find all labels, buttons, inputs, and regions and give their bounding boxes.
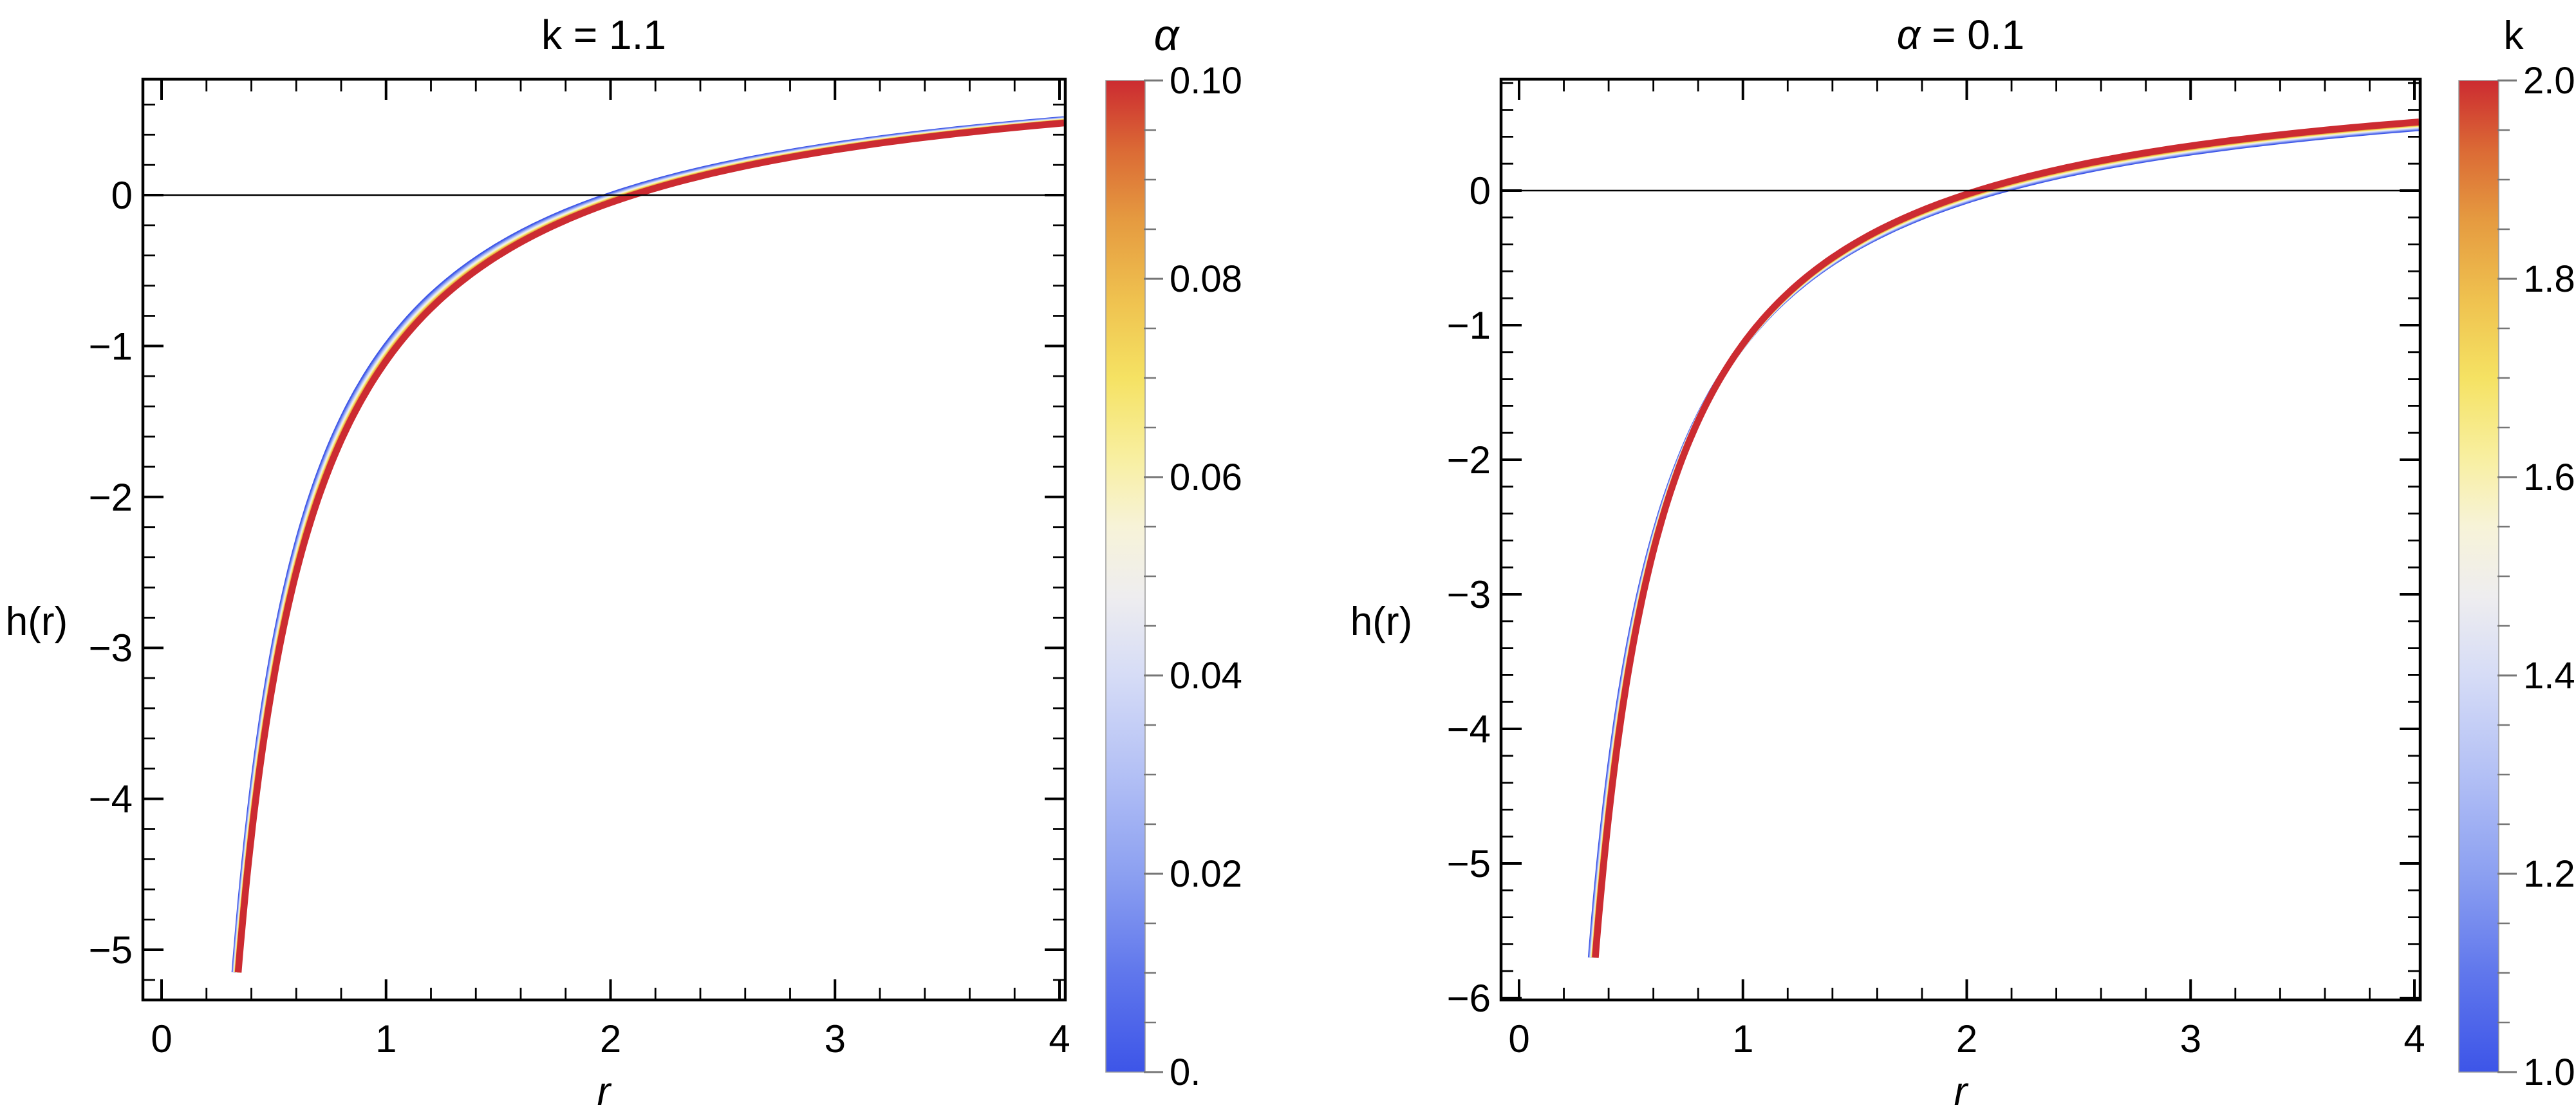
x-tick-labels: 0 1 2 3 4 xyxy=(1508,1017,2425,1060)
y-tick-label: −1 xyxy=(89,325,133,368)
x-tick-label: 0 xyxy=(1508,1017,1529,1060)
curve-α-0.10 xyxy=(234,119,1065,973)
x-tick-label: 4 xyxy=(1049,1017,1070,1060)
curve-k-1.60 xyxy=(1591,120,2420,958)
curve-k-1.90 xyxy=(1592,119,2420,958)
x-tick-label: 1 xyxy=(375,1017,397,1060)
x-tick-label: 3 xyxy=(825,1017,846,1060)
curve-α-0.01 xyxy=(232,117,1065,973)
colorbar-tick-label: 1.8 xyxy=(2523,258,2575,300)
curve-k-1.40 xyxy=(1590,122,2420,958)
colorbar-tick-label: 0.04 xyxy=(1170,655,1242,697)
x-tick-label: 0 xyxy=(151,1017,172,1060)
colorbar-ticks xyxy=(2497,79,2517,1073)
y-tick-label: −3 xyxy=(1447,573,1491,616)
plot-title: k = 1.1 xyxy=(541,12,666,58)
colorbar-right: 2.0 1.8 1.6 1.4 1.2 1.0 k xyxy=(2458,14,2575,1093)
curve-α-0.04 xyxy=(233,118,1065,973)
y-tick-label: −1 xyxy=(1447,304,1491,347)
y-tick-label: −4 xyxy=(1447,708,1491,751)
colorbar-tick-label: 1.2 xyxy=(2523,853,2575,895)
colorbar-tick-label: 0. xyxy=(1170,1051,1200,1093)
curve-α-0.09 xyxy=(234,119,1065,973)
x-axis-label: r xyxy=(1954,1070,1969,1112)
y-tick-label: −2 xyxy=(1447,438,1491,482)
y-tick-label: −6 xyxy=(1447,977,1491,1020)
plot-frame xyxy=(1499,77,2422,1002)
y-axis-label: h(r) xyxy=(6,599,68,644)
curve-k-1.80 xyxy=(1591,120,2420,958)
y-tick-labels: 0 −1 −2 −3 −4 −5 −6 xyxy=(1447,169,1491,1020)
y-tick-label: −5 xyxy=(89,928,133,972)
colorbar-tick-label: 0.08 xyxy=(1170,258,1242,300)
curve-α-0.06 xyxy=(234,118,1065,973)
plot-title: α = 0.1 xyxy=(1897,12,2024,58)
colorbar-tick-label: 1.0 xyxy=(2523,1051,2575,1093)
y-tick-label: −5 xyxy=(1447,842,1491,885)
curve-α-0.08 xyxy=(234,119,1065,973)
x-tick-label: 2 xyxy=(1956,1017,1977,1060)
curve-family-k xyxy=(1587,118,2420,958)
colorbar-tick-label: 2.0 xyxy=(2523,60,2575,102)
colorbar-tick-label: 0.06 xyxy=(1170,457,1242,498)
x-tick-label: 3 xyxy=(2180,1017,2201,1060)
colorbar-left: 0.10 0.08 0.06 0.04 0.02 0. α xyxy=(1105,11,1242,1093)
x-tick-label: 2 xyxy=(600,1017,621,1060)
curve-k-1.30 xyxy=(1589,122,2420,958)
colorbar-gradient xyxy=(2458,80,2499,1073)
colorbar-gradient xyxy=(1105,80,1146,1073)
curve-family-alpha xyxy=(231,116,1065,973)
x-tick-labels: 0 1 2 3 4 xyxy=(151,1017,1070,1060)
y-tick-label: −3 xyxy=(89,627,133,670)
curve-α-0.03 xyxy=(232,117,1065,973)
plot-frame xyxy=(141,77,1067,1002)
x-tick-label: 1 xyxy=(1732,1017,1753,1060)
curve-k-1.10 xyxy=(1588,124,2420,958)
y-tick-labels: 0 −1 −2 −3 −4 −5 xyxy=(89,174,133,972)
frame-ticks xyxy=(143,79,1065,1000)
colorbar-tick-label: 0.02 xyxy=(1170,853,1242,895)
colorbar-tick-label: 1.4 xyxy=(2523,655,2575,697)
curve-α-0.07 xyxy=(234,118,1065,973)
curve-α-0.05 xyxy=(233,118,1065,973)
curve-k-1.50 xyxy=(1590,121,2420,958)
curve-α-0.02 xyxy=(232,117,1065,973)
curve-k-1.70 xyxy=(1591,120,2420,958)
y-tick-label: −2 xyxy=(89,476,133,519)
colorbar-tick-label: 0.10 xyxy=(1170,60,1242,102)
y-tick-label: 0 xyxy=(1470,169,1491,212)
curve-k-1.20 xyxy=(1589,123,2420,958)
x-axis-label: r xyxy=(597,1070,612,1112)
colorbar-ticks xyxy=(1144,79,1163,1073)
colorbar-title: k xyxy=(2504,14,2525,58)
plot-left: 0 1 2 3 4 0 −1 −2 −3 −4 −5 k = 1.1 r h(r) xyxy=(6,12,1070,1112)
y-tick-label: −4 xyxy=(89,778,133,821)
curve-α-0.00 xyxy=(231,116,1065,973)
frame-ticks xyxy=(1501,79,2420,1000)
plot-right: 0 1 2 3 4 0 −1 −2 −3 −4 −5 −6 α = 0.1 r h(r) xyxy=(1350,12,2425,1112)
y-axis-label: h(r) xyxy=(1350,599,1412,644)
colorbar-tick-labels: 0.10 0.08 0.06 0.04 0.02 0. xyxy=(1170,60,1242,1093)
x-tick-label: 4 xyxy=(2403,1017,2425,1060)
curve-k-1.00 xyxy=(1587,125,2420,958)
colorbar-tick-labels: 2.0 1.8 1.6 1.4 1.2 1.0 xyxy=(2523,60,2575,1093)
colorbar-title: α xyxy=(1154,11,1181,60)
curve-k-2.00 xyxy=(1592,118,2420,958)
y-tick-label: 0 xyxy=(111,174,133,217)
colorbar-tick-label: 1.6 xyxy=(2523,457,2575,498)
